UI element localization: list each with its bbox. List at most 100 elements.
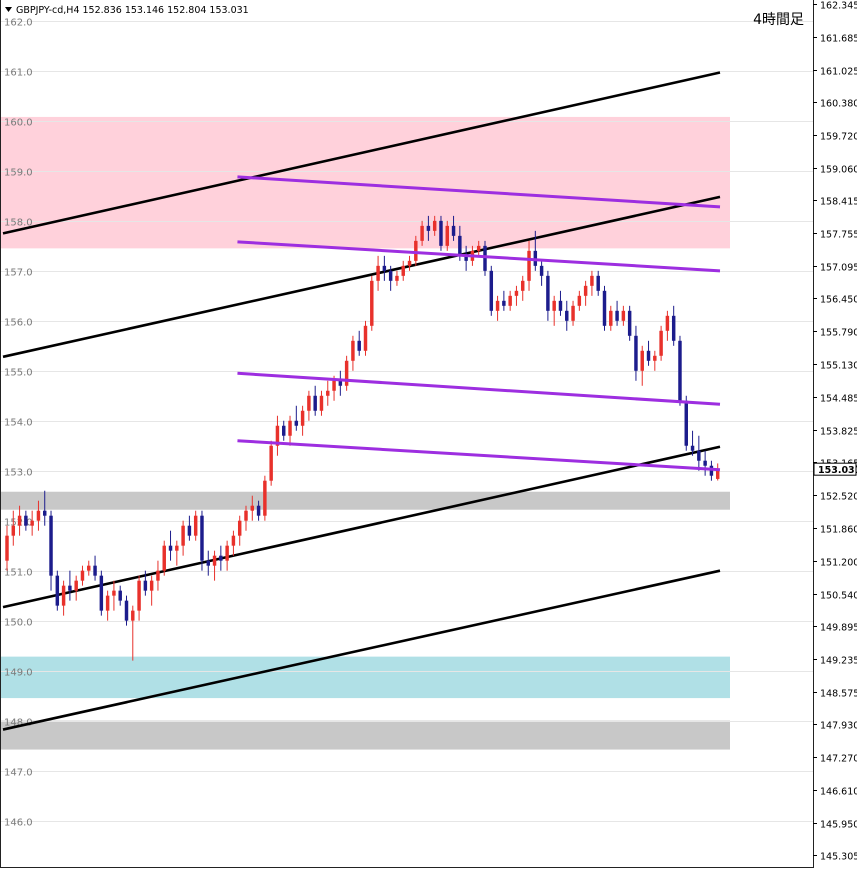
grid-label: 151.0 (4, 568, 33, 579)
right-axis-background (814, 0, 857, 870)
candle (590, 270, 594, 296)
axis-tick-label: 156.450 (820, 295, 857, 306)
candle (175, 540, 179, 566)
candle-body (275, 425, 280, 446)
candle-body (627, 310, 632, 336)
axis-tick-label: 155.790 (820, 328, 857, 339)
candle-body (131, 610, 135, 621)
candle (420, 220, 424, 246)
grid-label: 153.0 (4, 468, 33, 479)
channel-line-1[interactable] (2, 195, 721, 359)
candle-body (93, 565, 97, 576)
candle-body (483, 245, 487, 271)
candle (508, 290, 512, 311)
candle-body (288, 420, 292, 436)
grid-label: 150.0 (4, 618, 33, 629)
candle-body (703, 460, 707, 466)
candle (609, 305, 613, 331)
candle (5, 525, 9, 571)
candle (313, 385, 317, 416)
candle-body (351, 340, 355, 361)
candle-body (697, 450, 701, 461)
candle-body (212, 555, 217, 566)
candle (143, 570, 148, 596)
symbol-info: GBPJPY-cd,H4 152.836 153.146 152.804 153… (5, 5, 249, 16)
candle-body (61, 585, 66, 606)
candle (256, 500, 261, 521)
candle (489, 265, 494, 316)
candle-body (187, 525, 192, 536)
candle-body (313, 395, 317, 411)
channel-line-2[interactable] (2, 445, 721, 609)
candle-body (558, 300, 563, 311)
candle (237, 515, 242, 546)
candle-body (68, 585, 72, 591)
candle-body (55, 575, 60, 606)
grid-label: 161.0 (4, 68, 33, 79)
candle-body (376, 265, 380, 281)
candle (36, 500, 41, 531)
candle (344, 355, 349, 391)
candle (370, 275, 374, 331)
candle-body (426, 225, 431, 231)
candle-body (231, 535, 236, 546)
candle-body (338, 380, 343, 386)
candle-body (294, 420, 299, 426)
candle-body (715, 469, 720, 479)
candle-body (206, 560, 210, 566)
candle-body (225, 545, 229, 561)
trend-line-0[interactable] (237, 175, 721, 209)
trend-line-1[interactable] (237, 240, 721, 273)
candle-body (521, 280, 525, 291)
axis-tick-label: 149.895 (820, 623, 857, 634)
candle (294, 405, 299, 431)
candle-body (432, 220, 437, 231)
candles-layer (5, 215, 720, 661)
candle-body (458, 235, 462, 256)
candle (596, 270, 600, 296)
channel-lines-layer[interactable] (2, 71, 721, 731)
candle (168, 530, 173, 561)
channel-line-0[interactable] (2, 71, 721, 235)
trend-line-3[interactable] (237, 439, 721, 472)
candle-body (407, 260, 412, 266)
candle (363, 320, 368, 356)
axis-tick-label: 148.575 (820, 689, 857, 700)
axis-tick-label: 149.235 (820, 656, 857, 667)
grid-label: 160.0 (4, 118, 33, 129)
candle (451, 215, 456, 241)
candle (709, 460, 714, 481)
axis-tick-label: 159.720 (820, 132, 857, 143)
candle-body (395, 275, 399, 281)
candle-body (137, 580, 141, 611)
trend-lines-layer[interactable] (237, 175, 721, 472)
candle (621, 305, 626, 326)
axis-tick-label: 151.860 (820, 525, 857, 536)
support-zone-2 (1, 656, 730, 699)
grid-label: 148.0 (4, 718, 33, 729)
candle (546, 270, 550, 321)
candle-body (502, 300, 506, 306)
candle-body (357, 340, 361, 351)
candle-body (539, 265, 544, 276)
candle-body (671, 315, 676, 341)
candle (678, 335, 682, 406)
triangle-down-icon (5, 7, 12, 12)
candle (521, 275, 525, 301)
channel-line-3[interactable] (2, 569, 721, 731)
candle (124, 595, 129, 626)
candle-body (546, 275, 550, 311)
candle-body (439, 220, 443, 246)
candle-body (709, 465, 714, 476)
candle-body (30, 520, 34, 526)
trend-line-2[interactable] (237, 371, 721, 406)
candle-body (193, 515, 198, 536)
candle-body (307, 395, 311, 411)
candle-body (168, 545, 173, 551)
candle-body (665, 315, 670, 331)
candle-body (250, 505, 255, 511)
candle (61, 580, 66, 616)
candle (627, 305, 632, 341)
candle-body (464, 255, 468, 261)
